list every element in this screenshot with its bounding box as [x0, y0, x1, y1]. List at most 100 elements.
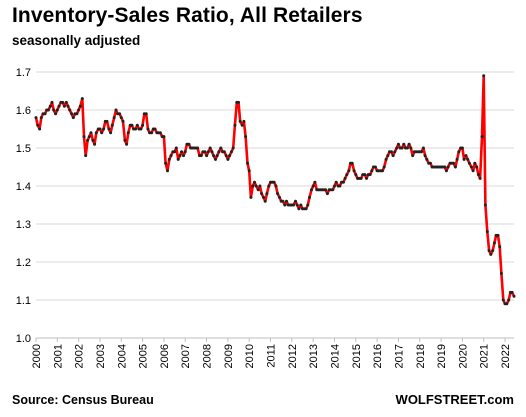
data-point: [244, 135, 248, 139]
data-point: [224, 154, 228, 158]
data-point: [180, 150, 184, 154]
data-point: [281, 199, 285, 203]
data-point: [80, 97, 84, 101]
y-tick-label: 1.7: [16, 67, 31, 79]
data-point: [217, 150, 221, 154]
data-point: [487, 249, 491, 253]
data-point: [313, 180, 317, 184]
data-point: [93, 142, 97, 146]
data-point: [457, 150, 461, 154]
x-tick-label: 2013: [308, 344, 320, 368]
data-point: [109, 131, 113, 135]
data-point: [121, 119, 125, 123]
chart-title: Inventory-Sales Ratio, All Retailers: [12, 4, 363, 27]
y-tick-label: 1.1: [16, 295, 31, 307]
data-point: [407, 142, 411, 146]
data-point: [334, 180, 338, 184]
x-tick-label: 2007: [180, 344, 192, 368]
data-point: [373, 165, 377, 169]
y-axis-ticks: 1.0 1.1 1.2 1.3 1.4 1.5 1.6 1.7: [16, 67, 31, 345]
y-tick-label: 1.0: [16, 333, 31, 345]
data-point: [389, 150, 393, 154]
data-point: [130, 123, 134, 127]
x-tick-label: 2001: [52, 344, 64, 368]
data-point: [393, 150, 397, 154]
data-point: [299, 203, 303, 207]
data-point: [174, 146, 178, 150]
data-point: [292, 203, 295, 207]
x-tick-label: 2021: [479, 344, 491, 368]
data-point: [359, 176, 363, 180]
data-point: [150, 131, 154, 135]
x-tick-label: 2010: [244, 344, 256, 368]
data-point: [331, 188, 335, 192]
data-point: [203, 150, 207, 154]
data-point: [68, 108, 72, 112]
data-point: [262, 195, 265, 199]
data-point: [478, 176, 482, 180]
data-point: [485, 230, 489, 234]
data-point: [75, 112, 79, 116]
data-point: [473, 161, 477, 165]
data-point: [274, 184, 278, 188]
data-point: [54, 112, 58, 116]
data-point: [338, 184, 342, 188]
data-point: [425, 157, 429, 161]
x-tick-label: 2018: [415, 344, 427, 368]
data-point: [176, 157, 180, 161]
data-point: [444, 169, 448, 173]
data-point: [267, 184, 271, 188]
data-point: [231, 146, 235, 150]
data-point: [118, 112, 122, 116]
y-tick-label: 1.5: [16, 143, 31, 155]
x-tick-label: 2008: [202, 344, 214, 368]
data-point: [123, 138, 127, 142]
data-point: [324, 188, 327, 192]
x-tick-label: 2017: [393, 344, 405, 368]
data-point: [82, 135, 86, 139]
data-point: [71, 116, 75, 120]
data-point: [256, 188, 260, 192]
gridlines: [36, 71, 514, 339]
data-point: [409, 146, 413, 150]
data-point: [55, 108, 59, 112]
data-point: [238, 119, 242, 123]
data-point: [466, 157, 470, 161]
data-point: [61, 100, 65, 104]
data-point: [395, 146, 399, 150]
data-point: [272, 180, 276, 184]
source-note: Source: Census Bureau: [12, 393, 154, 407]
data-point: [158, 131, 162, 135]
data-point: [187, 142, 191, 146]
data-point: [382, 165, 386, 169]
x-tick-label: 2000: [31, 344, 43, 368]
data-point: [166, 169, 169, 173]
data-point: [483, 203, 487, 207]
data-point: [100, 131, 104, 135]
data-point: [480, 135, 484, 139]
data-point: [428, 161, 432, 165]
data-point: [89, 131, 93, 135]
data-point: [297, 207, 301, 211]
data-point: [512, 294, 516, 298]
data-point: [501, 298, 505, 302]
data-point: [214, 157, 217, 161]
data-point: [230, 150, 233, 154]
data-point: [308, 195, 311, 199]
data-point: [38, 127, 42, 131]
data-point: [135, 123, 139, 127]
data-point: [411, 154, 415, 158]
data-point: [391, 154, 395, 158]
data-point: [87, 135, 91, 139]
data-point: [43, 112, 47, 116]
x-tick-label: 2015: [351, 344, 363, 368]
y-tick-label: 1.2: [16, 257, 31, 269]
data-point: [210, 150, 214, 154]
data-point: [226, 157, 230, 161]
data-point: [507, 298, 511, 302]
data-point: [294, 199, 297, 203]
data-point: [182, 154, 185, 158]
x-tick-label: 2016: [372, 344, 384, 368]
data-point: [400, 146, 404, 150]
x-tick-label: 2005: [138, 344, 150, 368]
